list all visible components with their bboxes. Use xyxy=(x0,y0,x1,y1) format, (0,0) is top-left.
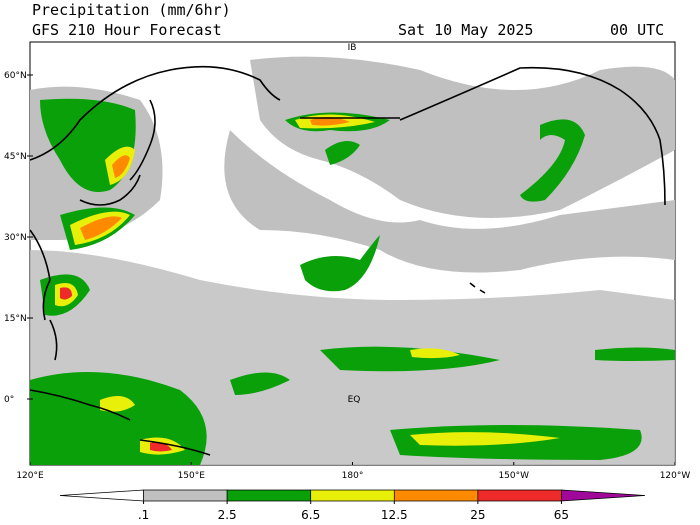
colorbar-segment xyxy=(477,489,562,502)
colorbar-label: 65 xyxy=(554,508,569,522)
precip-heavy xyxy=(55,114,560,455)
title: Precipitation (mm/6hr) xyxy=(32,1,231,19)
colorbar-segment xyxy=(143,489,228,502)
colorbar-segment xyxy=(226,489,312,502)
colorbar-segment xyxy=(561,489,646,502)
colorbar-label: .1 xyxy=(138,508,149,522)
colorbar-label: 25 xyxy=(470,508,485,522)
lon-label: 180° xyxy=(342,471,364,481)
coastlines xyxy=(29,65,666,456)
lon-label: 120°E xyxy=(16,471,44,481)
annotation: EQ xyxy=(348,395,361,405)
lon-label: 120°W xyxy=(660,471,691,481)
annotation: IB xyxy=(348,43,357,53)
colorbar-segment xyxy=(59,489,144,502)
lat-label: 15°N xyxy=(4,314,27,324)
lat-label: 60°N xyxy=(4,71,27,81)
colorbar-segment xyxy=(393,489,479,502)
colorbar: .1 2.5 6.5 12.5 25 65 xyxy=(59,489,646,522)
valid-date: Sat 10 May 2025 xyxy=(398,21,533,39)
colorbar-label: 12.5 xyxy=(381,508,408,522)
lat-label: 45°N xyxy=(4,152,27,162)
lon-label: 150°W xyxy=(498,471,529,481)
colorbar-label: 6.5 xyxy=(301,508,320,522)
lat-label: 0° xyxy=(4,395,14,405)
colorbar-label: 2.5 xyxy=(218,508,237,522)
lat-label: 30°N xyxy=(4,233,27,243)
colorbar-segment xyxy=(310,489,395,502)
valid-time: 00 UTC xyxy=(610,21,664,39)
subtitle: GFS 210 Hour Forecast xyxy=(32,21,222,39)
lon-label: 150°E xyxy=(178,471,206,481)
map: 60°N 45°N 30°N 15°N 0° 120°E 150°E 180° 150°W 120… xyxy=(4,41,691,481)
